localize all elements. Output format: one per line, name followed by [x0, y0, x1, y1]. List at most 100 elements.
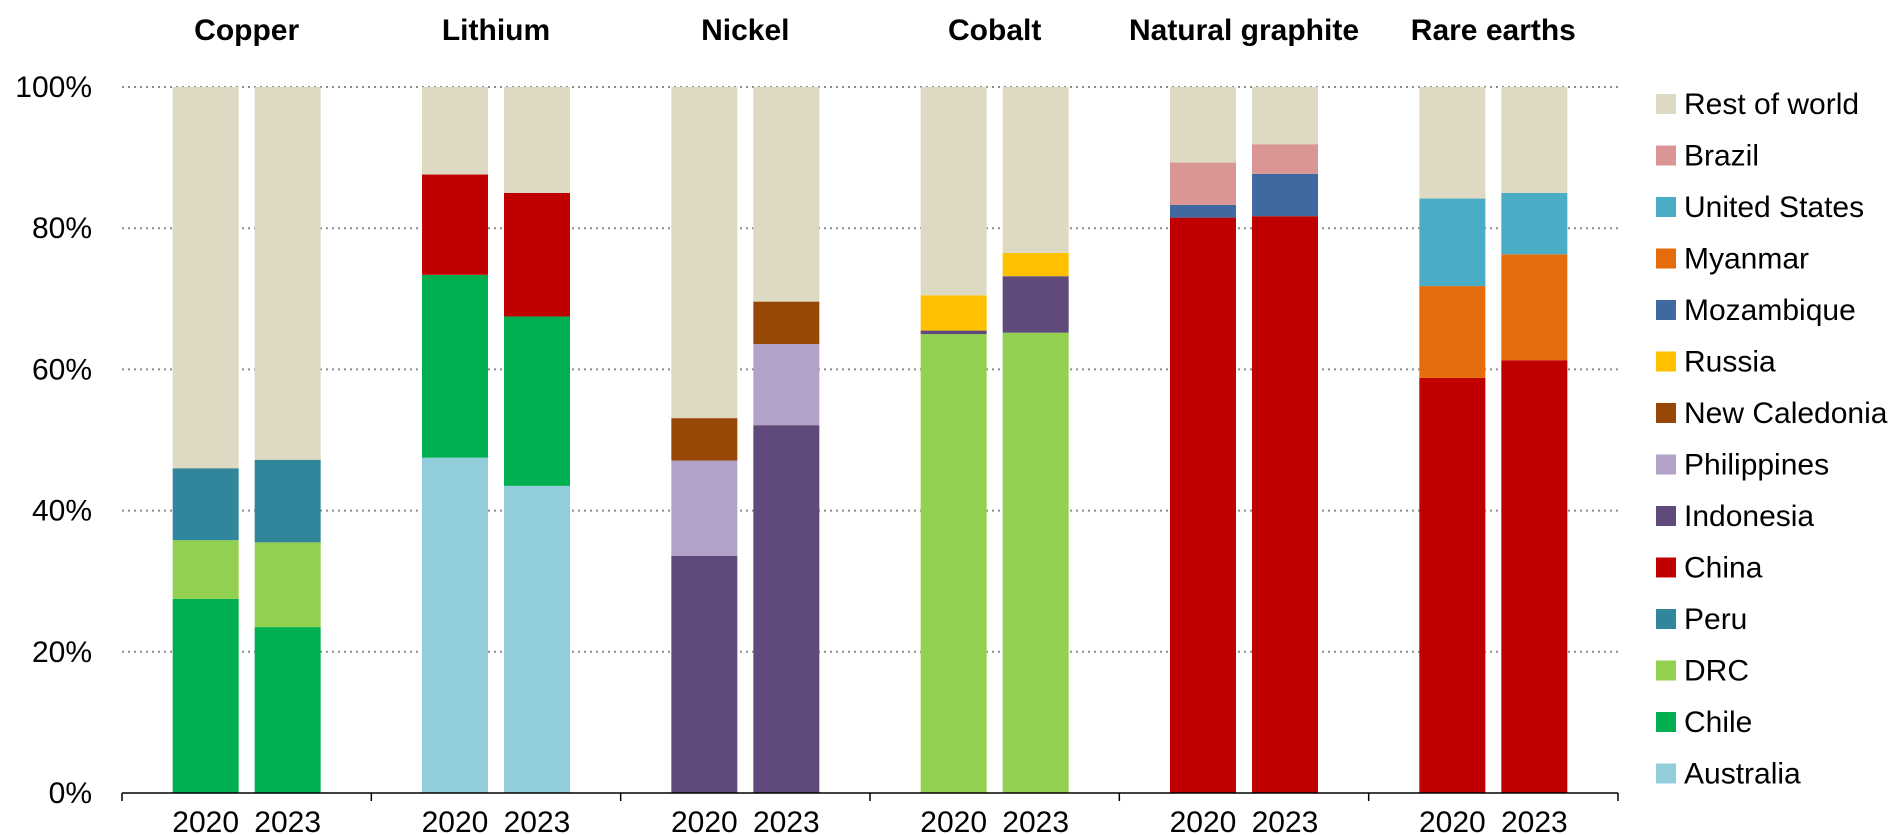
panel-natural-graphite: Natural graphite — [1129, 14, 1359, 794]
legend-label: Russia — [1684, 346, 1776, 379]
panel-lithium: Lithium — [422, 14, 570, 793]
legend-label: United States — [1684, 191, 1864, 224]
y-tick-label: 20% — [32, 636, 92, 669]
legend-swatch — [1656, 145, 1676, 166]
legend-item-drc: DRC — [1656, 655, 1749, 688]
legend-label: Myanmar — [1684, 243, 1809, 276]
bar-segment-rest-of-world — [1501, 87, 1568, 193]
bar-segment-indonesia — [1002, 276, 1069, 333]
bar-segment-drc — [172, 540, 239, 599]
bar-segment-china — [1170, 217, 1236, 794]
panel-title: Nickel — [701, 14, 789, 47]
x-tick-label: 2020 — [671, 806, 738, 835]
legend-swatch — [1656, 506, 1676, 526]
bar-segment-rest-of-world — [1002, 87, 1069, 253]
bar-segment-mozambique — [1252, 173, 1318, 217]
bar-segment-philippines — [671, 460, 738, 556]
legend-label: Australia — [1684, 758, 1801, 791]
bar-segment-myanmar — [1419, 286, 1486, 378]
bar-segment-brazil — [1170, 162, 1236, 205]
legend-swatch — [1656, 763, 1676, 784]
bar-nickel-2023 — [753, 87, 820, 793]
bar-segment-myanmar — [1501, 254, 1568, 361]
bar-segment-russia — [1002, 252, 1069, 277]
y-tick-label: 40% — [32, 495, 92, 528]
panel-rare-earths: Rare earths — [1411, 14, 1576, 793]
legend-item-myanmar: Myanmar — [1656, 243, 1809, 276]
panel-title: Cobalt — [948, 14, 1041, 47]
legend-label: Peru — [1684, 603, 1747, 636]
bar-segment-rest-of-world — [671, 87, 738, 419]
bar-segment-rest-of-world — [254, 87, 321, 460]
legend-label: New Caledonia — [1684, 397, 1888, 430]
panels: Copper Lithium Nickel Cobalt Natural graphit… — [172, 14, 1576, 794]
bar-rare-earths-2020 — [1419, 87, 1486, 793]
legend-item-russia: Russia — [1656, 346, 1776, 379]
legend-item-australia: Australia — [1656, 758, 1801, 791]
legend-swatch — [1656, 557, 1676, 578]
legend-label: Mozambique — [1684, 294, 1856, 327]
bar-segment-chile — [254, 627, 321, 793]
bar-lithium-2023 — [504, 87, 570, 793]
bar-segment-rest-of-world — [422, 87, 488, 175]
x-tick-label: 2020 — [1419, 806, 1486, 835]
x-tick-label: 2023 — [1252, 806, 1319, 835]
y-axis: 0% 20% 40% 60% 80% 100% — [15, 71, 92, 810]
legend-item-china: China — [1656, 552, 1763, 585]
bar-segment-brazil — [1252, 144, 1318, 174]
bar-nickel-2020 — [671, 87, 738, 793]
x-tick-label: 2023 — [504, 806, 571, 835]
bar-natural-graphite-2020 — [1170, 87, 1236, 794]
gridlines — [122, 86, 1618, 653]
legend-swatch — [1656, 94, 1676, 114]
bar-segment-peru — [172, 468, 239, 541]
legend-label: Brazil — [1684, 140, 1759, 173]
bar-segment-china — [1501, 360, 1568, 793]
legend-item-brazil: Brazil — [1656, 140, 1759, 173]
legend-item-new-caledonia: New Caledonia — [1656, 397, 1888, 430]
legend-swatch — [1656, 197, 1676, 217]
bar-cobalt-2023 — [1002, 87, 1069, 793]
x-axis: 2020 2023 2020 2023 2020 2023 2020 2023 2020 2023… — [121, 792, 1619, 835]
bar-cobalt-2020 — [920, 87, 987, 793]
bar-copper-2023 — [254, 87, 321, 793]
bar-segment-new-caledonia — [671, 418, 738, 461]
legend-label: Chile — [1684, 706, 1752, 739]
bar-segment-indonesia — [753, 425, 820, 793]
legend-item-indonesia: Indonesia — [1656, 500, 1814, 533]
bar-segment-china — [1252, 216, 1318, 793]
x-tick-label: 2020 — [172, 806, 239, 835]
legend-item-united-states: United States — [1656, 191, 1864, 224]
bar-segment-philippines — [753, 343, 820, 426]
y-tick-label: 60% — [32, 353, 92, 386]
bar-segment-drc — [920, 334, 987, 793]
legend-swatch — [1656, 454, 1676, 475]
legend-swatch — [1656, 403, 1676, 423]
legend-swatch — [1656, 351, 1676, 372]
legend-label: Philippines — [1684, 449, 1829, 482]
legend-swatch — [1656, 660, 1676, 681]
bar-segment-australia — [422, 457, 488, 793]
panel-nickel: Nickel — [671, 14, 820, 793]
bar-segment-australia — [504, 485, 570, 793]
legend-swatch — [1656, 248, 1676, 269]
bar-lithium-2020 — [422, 87, 488, 793]
bar-segment-rest-of-world — [1170, 87, 1236, 163]
legend-item-rest-of-world: Rest of world — [1656, 88, 1859, 121]
x-tick-label: 2023 — [753, 806, 820, 835]
y-tick-label: 100% — [15, 71, 92, 104]
bar-segment-drc — [1002, 332, 1069, 793]
bar-segment-china — [1419, 377, 1486, 793]
x-tick-label: 2020 — [920, 806, 987, 835]
bar-segment-china — [422, 174, 488, 275]
legend-label: Indonesia — [1684, 500, 1814, 533]
bar-rare-earths-2023 — [1501, 87, 1568, 793]
bar-segment-indonesia — [671, 555, 738, 793]
panel-title: Lithium — [442, 14, 550, 47]
legend-label: Rest of world — [1684, 88, 1859, 121]
bar-segment-mozambique — [1170, 204, 1236, 218]
legend-swatch — [1656, 300, 1676, 320]
bar-segment-indonesia — [920, 330, 987, 335]
legend: Rest of world Brazil United States Myanmar M… — [1656, 88, 1888, 791]
